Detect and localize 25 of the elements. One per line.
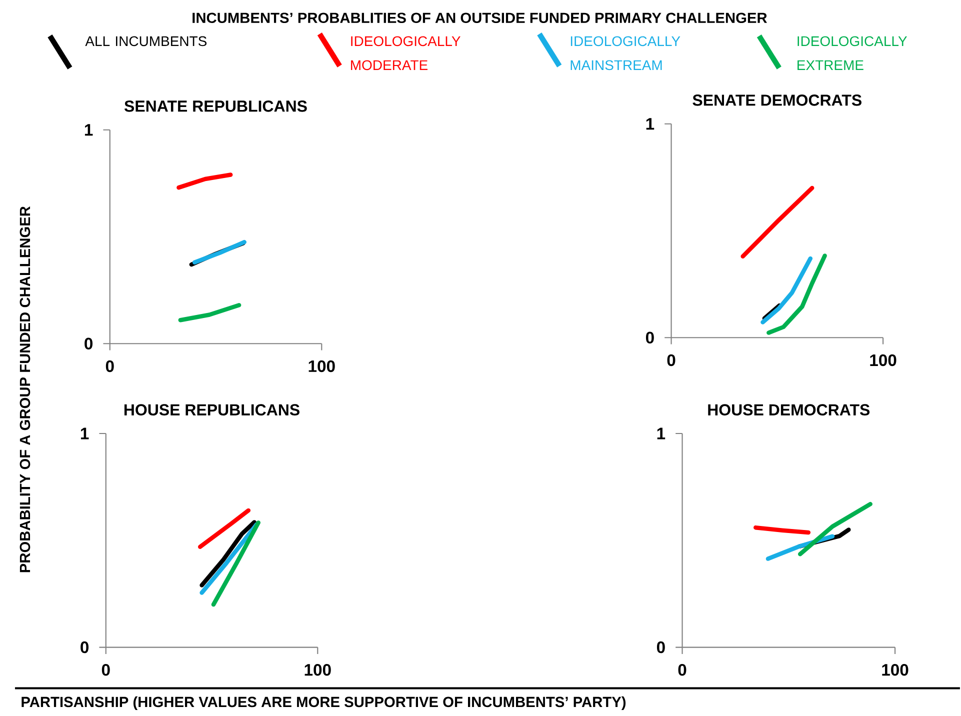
y-tick-label: 1 — [80, 428, 89, 440]
x-tick-label: 0 — [667, 354, 676, 366]
x-tick-label: 100 — [882, 664, 908, 676]
text: ALL INCUMBENTS — [85, 36, 207, 46]
legend-label: IDEOLOGICALLY EXTREME — [798, 36, 907, 70]
chart-title: HOUSE DEMOCRATS — [708, 404, 870, 416]
y-tick-label: 1 — [84, 124, 93, 136]
chart-title: SENATE REPUBLICANS — [124, 100, 307, 112]
y-tick-label: 1 — [646, 118, 654, 130]
x-tick-label: 0 — [102, 664, 110, 676]
chart-title: HOUSE REPUBLICANS — [124, 404, 300, 416]
y-tick-label: 0 — [84, 338, 93, 350]
text: INCUMBENTS’ PROBABLITIES OF AN OUTSIDE FUNDED PRIMARY CHALLENGER — [192, 12, 768, 23]
x-axis-title: PARTISANSHIP (HIGHER VALUES ARE MORE SUPPORTIVE OF INCUMBENTS’ PARTY) — [22, 696, 626, 710]
y-axis-title: PROBABILITY OF A GROUP FUNDED CHALLENGER — [20, 206, 30, 572]
chart-title: SENATE DEMOCRATS — [692, 94, 862, 106]
x-tick-label: 0 — [678, 664, 686, 676]
legend-label: IDEOLOGICALLY MAINSTREAM — [570, 36, 680, 70]
x-tick-label: 0 — [106, 360, 114, 372]
y-tick-label: 1 — [657, 428, 666, 440]
x-tick-label: 100 — [308, 360, 335, 372]
x-tick-label: 100 — [304, 664, 331, 676]
legend-label: IDEOLOGICALLY MODERATE — [351, 36, 460, 70]
y-tick-label: 0 — [80, 641, 89, 654]
x-tick-label: 100 — [870, 354, 896, 366]
